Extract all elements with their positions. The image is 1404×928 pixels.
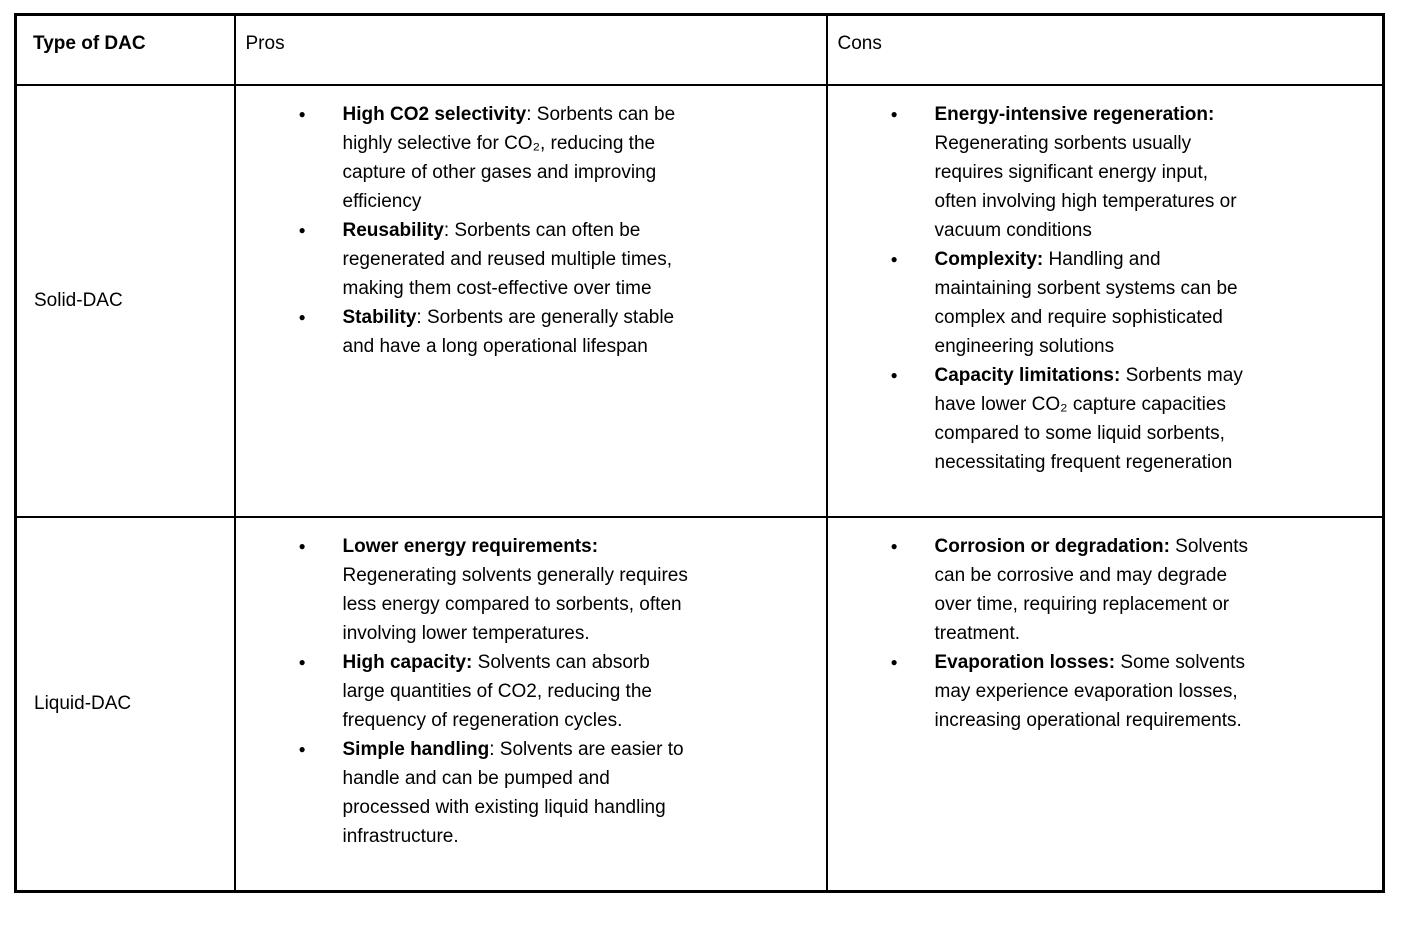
list-item-term: Lower energy requirements: bbox=[342, 535, 599, 557]
pros-list: High CO2 selectivity: Sorbents can be hi… bbox=[246, 100, 816, 361]
list-item-term: Complexity: bbox=[934, 248, 1044, 270]
pros-list: Lower energy requirements: Regenerating … bbox=[246, 532, 816, 851]
column-header-cons: Cons bbox=[825, 13, 1385, 86]
cons-cell: Energy-intensive regeneration: Regenerat… bbox=[825, 83, 1385, 518]
list-item: Capacity limitations: Sorbents may have … bbox=[838, 361, 1373, 477]
dac-type-label: Liquid-DAC bbox=[14, 515, 236, 893]
table-header: Type of DAC Pros Cons bbox=[14, 13, 1385, 86]
table-row: Solid-DACHigh CO2 selectivity: Sorbents … bbox=[14, 83, 1385, 518]
cons-list: Corrosion or degradation: Solvents can b… bbox=[838, 532, 1373, 735]
list-item: Lower energy requirements: Regenerating … bbox=[246, 532, 816, 648]
list-item-term: Corrosion or degradation: bbox=[934, 535, 1170, 557]
list-item-term: High CO2 selectivity bbox=[342, 103, 527, 125]
list-item-term: Energy-intensive regeneration: bbox=[934, 103, 1215, 125]
list-item-term: Stability bbox=[342, 306, 417, 328]
list-item: Evaporation losses: Some solvents may ex… bbox=[838, 648, 1373, 735]
column-header-type-of-dac: Type of DAC bbox=[14, 13, 236, 86]
list-item: High capacity: Solvents can absorb large… bbox=[246, 648, 816, 735]
list-item: Corrosion or degradation: Solvents can b… bbox=[838, 532, 1373, 648]
list-item-term: Simple handling bbox=[342, 738, 490, 760]
column-header-pros: Pros bbox=[233, 13, 828, 86]
table-body: Solid-DACHigh CO2 selectivity: Sorbents … bbox=[14, 83, 1385, 893]
list-item: Simple handling: Solvents are easier to … bbox=[246, 735, 816, 851]
list-item: High CO2 selectivity: Sorbents can be hi… bbox=[246, 100, 816, 216]
pros-cell: High CO2 selectivity: Sorbents can be hi… bbox=[233, 83, 828, 518]
pros-cell: Lower energy requirements: Regenerating … bbox=[233, 515, 828, 893]
list-item-term: High capacity: bbox=[342, 651, 473, 673]
dac-type-label: Solid-DAC bbox=[14, 83, 236, 518]
list-item: Energy-intensive regeneration: Regenerat… bbox=[838, 100, 1373, 245]
cons-list: Energy-intensive regeneration: Regenerat… bbox=[838, 100, 1373, 477]
list-item-term: Reusability bbox=[342, 219, 444, 241]
list-item-term: Capacity limitations: bbox=[934, 364, 1121, 386]
header-row: Type of DAC Pros Cons bbox=[14, 13, 1385, 86]
table-row: Liquid-DACLower energy requirements: Reg… bbox=[14, 515, 1385, 893]
list-item: Reusability: Sorbents can often be regen… bbox=[246, 216, 816, 303]
list-item: Stability: Sorbents are generally stable… bbox=[246, 303, 816, 361]
cons-cell: Corrosion or degradation: Solvents can b… bbox=[825, 515, 1385, 893]
list-item-term: Evaporation losses: bbox=[934, 651, 1116, 673]
list-item: Complexity: Handling and maintaining sor… bbox=[838, 245, 1373, 361]
dac-comparison-table: Type of DAC Pros Cons Solid-DACHigh CO2 … bbox=[14, 13, 1385, 893]
